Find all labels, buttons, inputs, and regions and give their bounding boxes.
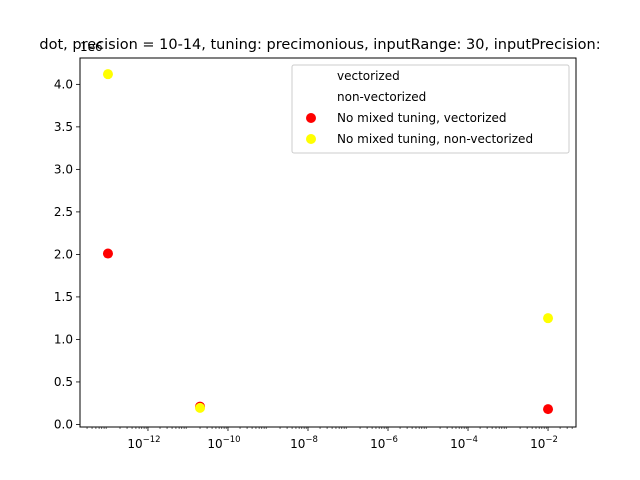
- y-tick-label: 2.0: [54, 247, 73, 261]
- data-point-series-1: [543, 313, 554, 324]
- y-tick-label: 0.5: [54, 375, 73, 389]
- data-point-series-0: [102, 248, 113, 259]
- x-tick-label: 10−12: [127, 435, 160, 451]
- x-tick-label-exponent: −6: [385, 435, 398, 445]
- y-tick-label: 2.5: [54, 205, 73, 219]
- y-tick-label: 3.5: [54, 120, 73, 134]
- data-point-series-1: [195, 402, 206, 413]
- x-tick-label-base: 10: [290, 437, 305, 451]
- y-tick-label: 4.0: [54, 77, 73, 91]
- x-tick-label: 10−10: [207, 435, 240, 451]
- legend-marker: [306, 113, 316, 123]
- x-tick-label-base: 10: [127, 437, 142, 451]
- legend-label: vectorized: [337, 69, 400, 83]
- x-tick-label-exponent: −4: [465, 435, 478, 445]
- x-tick-label-exponent: −12: [143, 435, 161, 445]
- legend-label: No mixed tuning, vectorized: [337, 111, 507, 125]
- x-tick-label: 10−8: [290, 435, 318, 451]
- x-tick-label-base: 10: [530, 437, 545, 451]
- x-tick-label: 10−2: [530, 435, 558, 451]
- x-tick-label-exponent: −2: [545, 435, 558, 445]
- plot-area-frame: [79, 57, 577, 428]
- legend-box: [291, 64, 570, 154]
- y-tick-label: 1.5: [54, 290, 73, 304]
- points-layer: [102, 69, 554, 415]
- data-point-series-0: [543, 404, 554, 415]
- x-tick-label-base: 10: [207, 437, 222, 451]
- y-tick-label: 0.0: [54, 417, 73, 431]
- legend-label: non-vectorized: [337, 90, 426, 104]
- x-tick-label-base: 10: [450, 437, 465, 451]
- y-axis: 0.0 0.5 1.0 1.5 2.0 2.5 3.0 3.5 4.0: [54, 77, 80, 431]
- x-axis: 10−12 10−10 10−8 10−6 10−4 10−2: [86, 427, 573, 451]
- x-tick-label: 10−4: [450, 435, 478, 451]
- x-tick-label: 10−6: [370, 435, 398, 451]
- x-tick-label-exponent: −10: [223, 435, 241, 445]
- legend: vectorized non-vectorized No mixed tuning,…: [291, 64, 570, 154]
- y-offset-label: 1e6: [80, 40, 103, 54]
- x-tick-label-exponent: −8: [305, 435, 318, 445]
- legend-label: No mixed tuning, non-vectorized: [337, 132, 533, 146]
- y-tick-label: 3.0: [54, 162, 73, 176]
- data-point-series-1: [102, 69, 113, 80]
- chart-title: dot, precision = 10-14, tuning: precimon…: [39, 37, 600, 53]
- legend-marker: [306, 134, 316, 144]
- y-tick-label: 1.0: [54, 332, 73, 346]
- x-tick-label-base: 10: [370, 437, 385, 451]
